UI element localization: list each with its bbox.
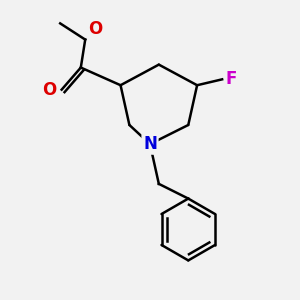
Text: N: N [143, 135, 157, 153]
Text: O: O [88, 20, 102, 38]
Text: O: O [42, 81, 56, 99]
Text: F: F [225, 70, 236, 88]
